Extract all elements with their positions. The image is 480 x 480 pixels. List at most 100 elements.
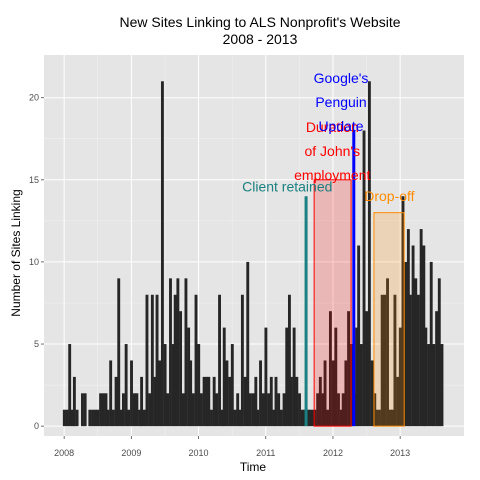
bar — [191, 393, 195, 427]
bar — [404, 261, 408, 427]
y-axis-label: Number of Sites Linking — [9, 189, 23, 316]
bar — [417, 294, 420, 427]
bar — [328, 311, 332, 427]
bar — [334, 327, 338, 427]
bar — [169, 278, 172, 427]
bar — [249, 393, 252, 427]
bar — [236, 393, 240, 427]
bar — [199, 393, 203, 427]
bar — [411, 245, 415, 427]
bar — [93, 409, 97, 427]
bar — [238, 409, 242, 427]
bar — [220, 409, 224, 427]
bar — [435, 311, 439, 427]
bar — [362, 130, 366, 427]
bar — [251, 393, 255, 427]
bar — [383, 294, 387, 427]
bar — [233, 409, 237, 427]
bar — [150, 294, 154, 427]
bar — [331, 360, 335, 427]
bar — [215, 393, 219, 427]
chart-title-line-1: New Sites Linking to ALS Nonprofit's Web… — [120, 14, 401, 30]
dropoff-rect — [373, 212, 405, 427]
bar — [429, 261, 433, 427]
bar — [88, 409, 92, 427]
bar — [378, 409, 381, 427]
bar — [344, 360, 348, 427]
bar — [222, 327, 226, 427]
bar — [365, 311, 369, 427]
x-axis-label: Time — [240, 460, 267, 474]
bar — [155, 294, 159, 427]
bar — [194, 294, 198, 427]
bar — [386, 278, 389, 427]
bar — [114, 376, 118, 427]
y-tick-label: 10 — [29, 257, 39, 267]
bar — [142, 409, 146, 427]
bar — [313, 409, 317, 427]
bar — [440, 344, 444, 427]
bar — [341, 393, 345, 427]
bar — [135, 393, 139, 427]
bar — [189, 360, 193, 427]
bar — [367, 81, 371, 427]
x-tick-label: 2011 — [256, 448, 275, 458]
bar — [298, 393, 301, 427]
bar — [318, 376, 322, 427]
bar — [72, 376, 76, 427]
bar — [256, 409, 260, 427]
bar — [375, 409, 379, 427]
bar — [109, 360, 113, 427]
bar — [254, 376, 258, 427]
bar — [287, 294, 291, 427]
penguin-label-line: Google's — [314, 70, 369, 86]
x-tick-label: 2012 — [323, 448, 343, 458]
bar — [243, 376, 247, 427]
bar — [390, 409, 394, 427]
bar — [70, 409, 74, 427]
bar — [396, 376, 400, 427]
bar — [83, 393, 87, 427]
bar — [401, 196, 405, 427]
bar — [380, 294, 384, 427]
x-tick-label: 2009 — [121, 448, 141, 458]
bar — [414, 278, 418, 427]
bar — [424, 327, 428, 427]
bar — [205, 376, 209, 427]
bar — [104, 393, 108, 427]
bar — [267, 393, 271, 427]
bar — [274, 376, 278, 427]
bar — [101, 393, 105, 427]
bar — [269, 376, 273, 427]
bar — [408, 294, 412, 427]
bar — [106, 409, 110, 427]
bar — [207, 376, 211, 427]
bar — [292, 327, 296, 427]
bar — [171, 344, 175, 427]
bar — [179, 311, 183, 427]
bar — [166, 393, 170, 427]
bar — [225, 360, 229, 427]
bar — [160, 81, 164, 427]
bar — [91, 409, 94, 427]
bar — [427, 344, 430, 427]
bar — [140, 376, 144, 427]
bar — [138, 409, 142, 427]
y-tick-label: 5 — [34, 339, 39, 349]
bar — [117, 278, 121, 427]
bar — [181, 393, 185, 427]
bar — [197, 344, 201, 427]
bar — [228, 376, 232, 427]
bar — [148, 393, 152, 427]
bar — [259, 360, 262, 427]
bar — [277, 393, 281, 427]
bar — [230, 344, 234, 427]
bar — [285, 327, 289, 427]
bar — [321, 393, 325, 427]
bar — [339, 409, 343, 427]
bar — [124, 344, 128, 427]
y-tick-label: 0 — [34, 421, 39, 431]
bar — [290, 376, 293, 427]
bar — [419, 229, 423, 427]
